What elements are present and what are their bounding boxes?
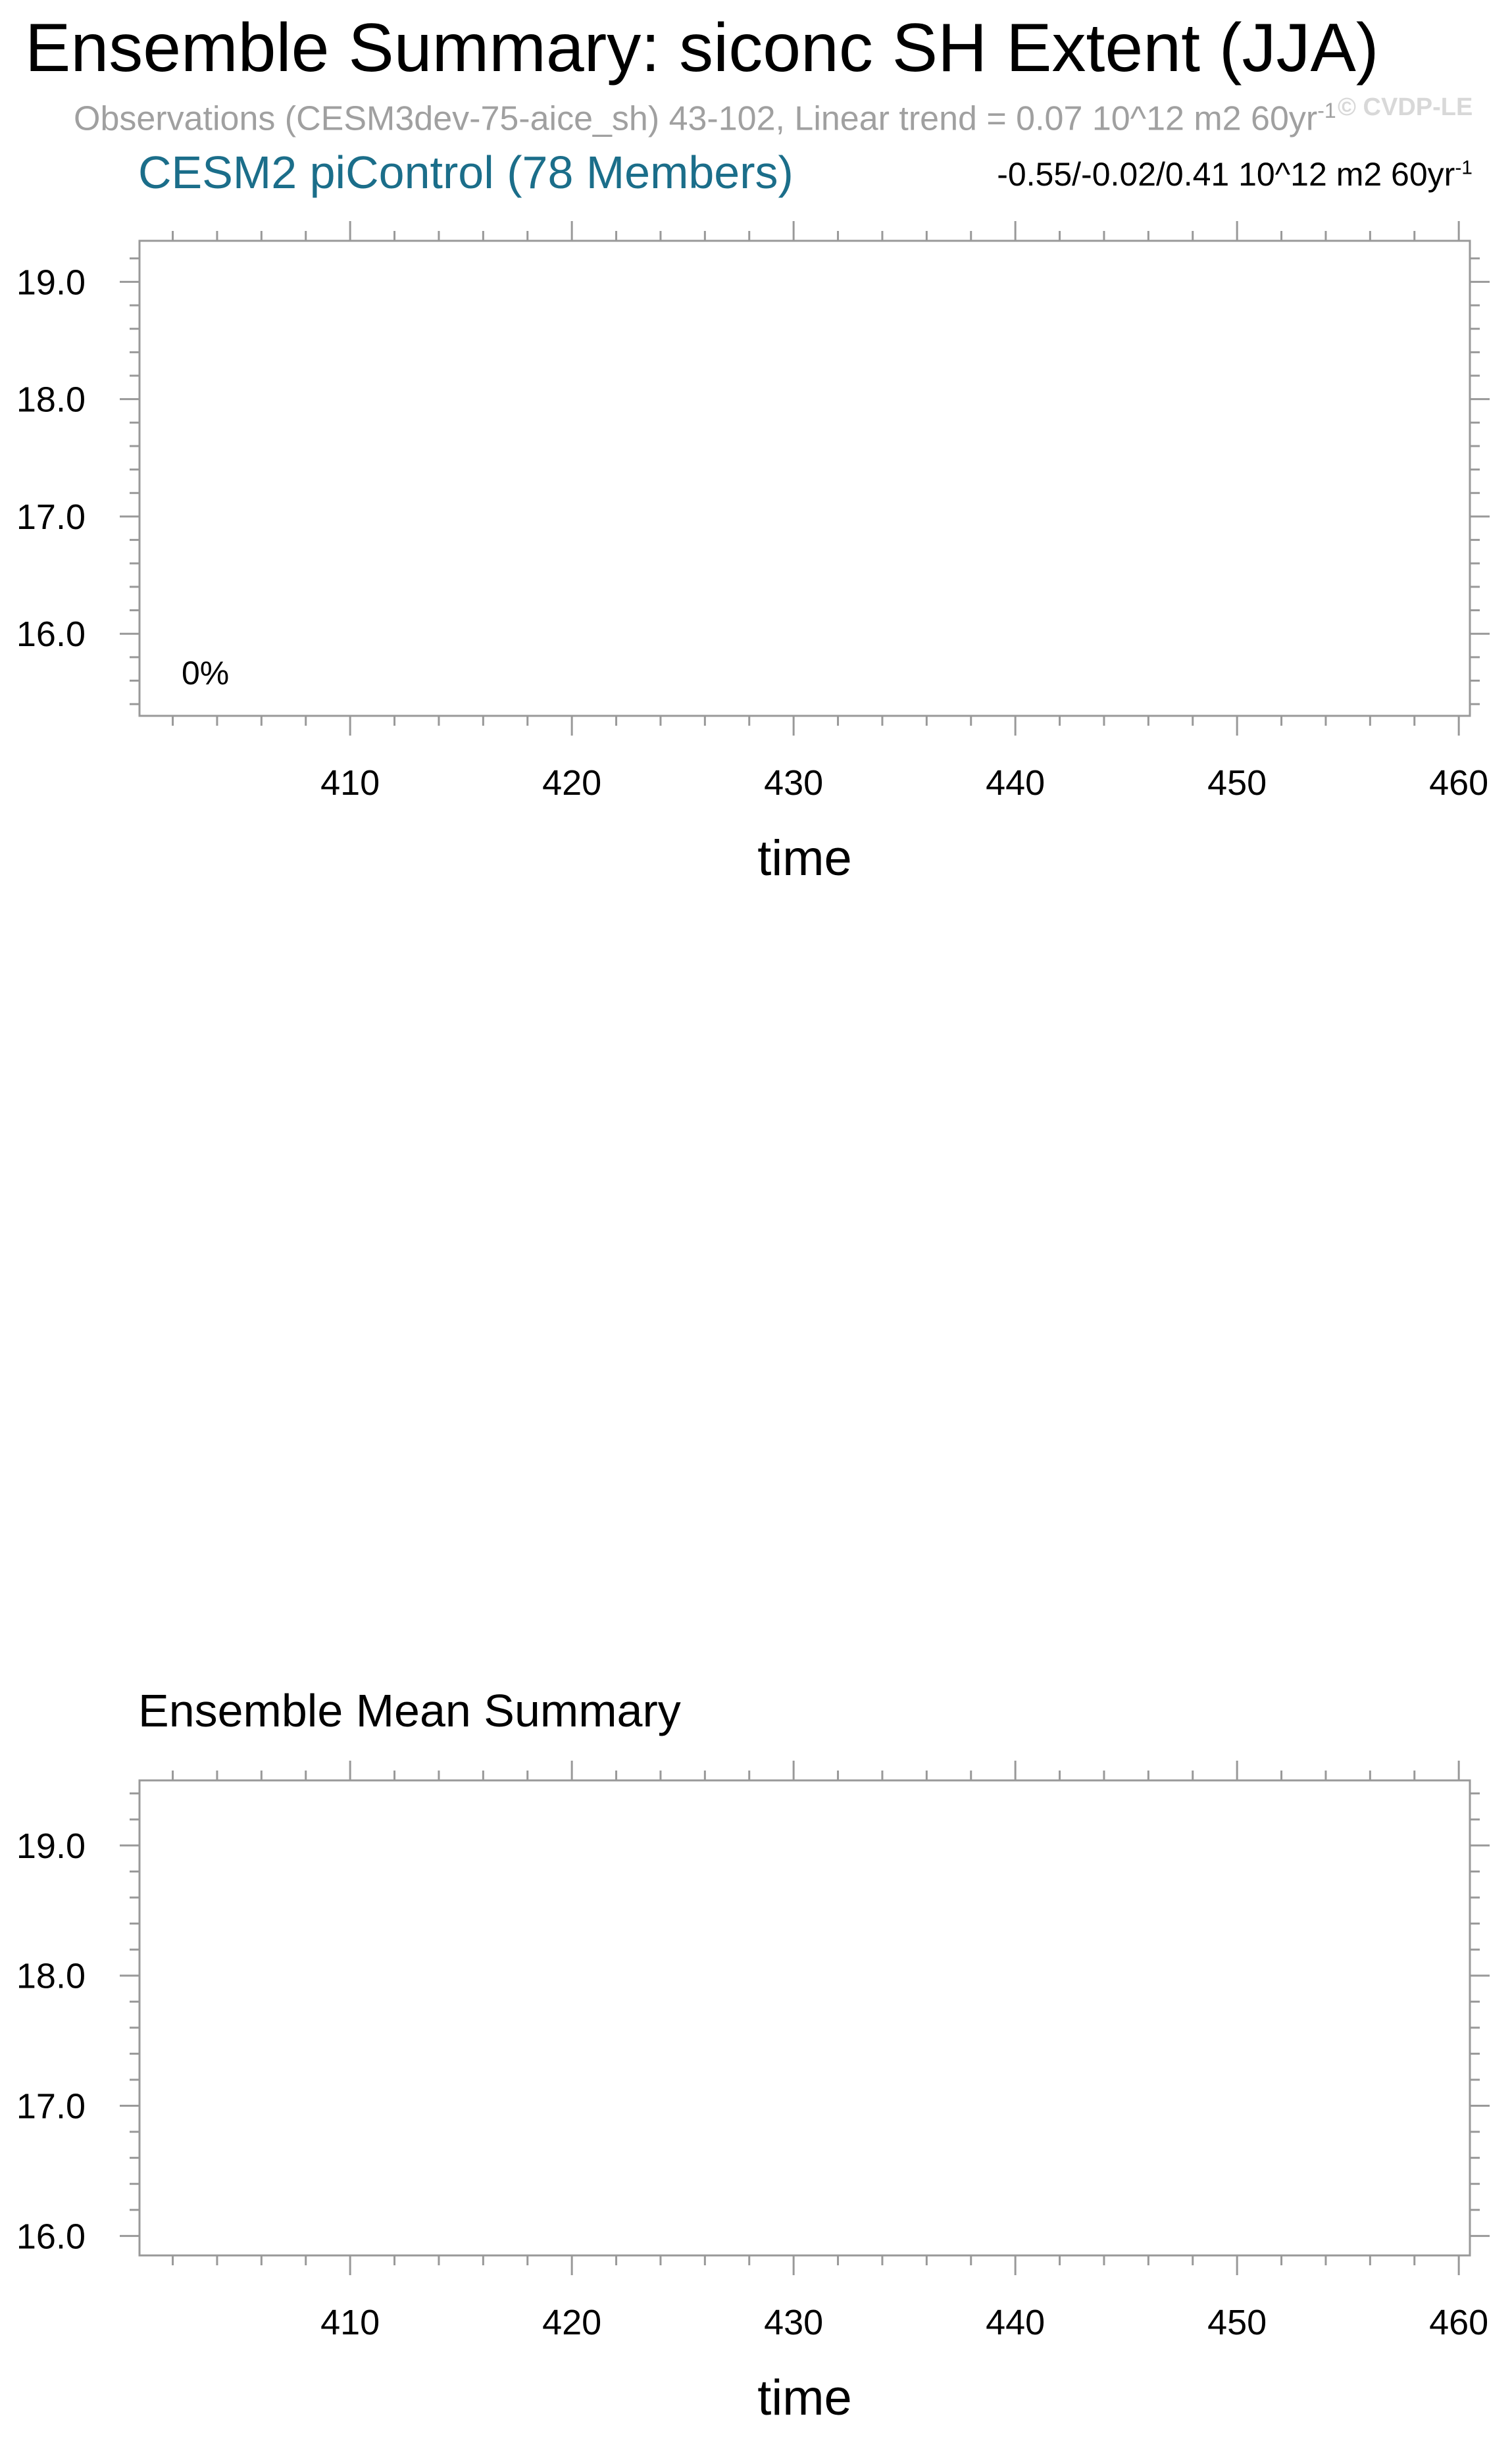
observations-text: Observations (CESM3dev-75-aice_sh) 43-10… — [74, 99, 1318, 138]
panel1-ytick-label: 19.0 — [16, 263, 86, 302]
observations-trend-line: Observations (CESM3dev-75-aice_sh) 43-10… — [74, 99, 1336, 138]
panel1-ticks — [120, 221, 1490, 736]
panel2-plot: 16.0 17.0 18.0 19.0 410 420 430 440 450 … — [16, 1761, 1490, 2426]
panel1-xtick-label: 450 — [1207, 763, 1267, 803]
panel1-ytick-label: 17.0 — [16, 497, 86, 537]
panel2-xtick-label: 450 — [1207, 2303, 1267, 2342]
panel1-xtick-label: 410 — [320, 763, 380, 803]
panel1-plot-frame — [138, 239, 1471, 717]
panel2-xtick-label: 420 — [542, 2303, 601, 2342]
panel2-ticks — [120, 1761, 1490, 2275]
panel1-x-axis-label: time — [757, 830, 852, 886]
watermark: © CVDP-LE — [1338, 93, 1473, 121]
panel1-trend-range: -0.55/-0.02/0.41 10^12 m2 60yr-1 — [997, 155, 1473, 193]
panel2-xtick-label: 460 — [1429, 2303, 1488, 2342]
panel2-xtick-label: 430 — [764, 2303, 823, 2342]
panel1-xtick-label: 420 — [542, 763, 601, 803]
panel1-trend-text: -0.55/-0.02/0.41 10^12 m2 60yr — [997, 156, 1455, 193]
observations-unit-superscript: -1 — [1317, 99, 1336, 122]
panel2-ytick-label: 18.0 — [16, 1957, 86, 1996]
chart-title: Ensemble Summary: siconc SH Extent (JJA) — [25, 10, 1379, 86]
panel2-ytick-label: 19.0 — [16, 1826, 86, 1866]
panel1-plot: 16.0 17.0 18.0 19.0 410 420 430 440 450 … — [16, 221, 1490, 886]
panel2-x-axis-label: time — [757, 2370, 852, 2426]
panel2-xtick-label: 440 — [986, 2303, 1045, 2342]
panel1-tick-labels: 16.0 17.0 18.0 19.0 410 420 430 440 450 … — [16, 263, 1488, 803]
panel1-ytick-label: 18.0 — [16, 380, 86, 420]
panel2-tick-labels: 16.0 17.0 18.0 19.0 410 420 430 440 450 … — [16, 1826, 1488, 2342]
panel2-plot-frame — [138, 1779, 1471, 2257]
panel2-title: Ensemble Mean Summary — [138, 1685, 681, 1736]
panel2-xtick-label: 410 — [320, 2303, 380, 2342]
panel1-title: CESM2 piControl (78 Members) — [138, 147, 794, 198]
panel2-ytick-label: 16.0 — [16, 2217, 86, 2256]
panel1-trend-superscript: -1 — [1455, 157, 1473, 179]
panel1-xtick-label: 460 — [1429, 763, 1488, 803]
panel1-annotation-percent: 0% — [182, 655, 229, 691]
panel1-xtick-label: 440 — [986, 763, 1045, 803]
panel1-ytick-label: 16.0 — [16, 615, 86, 654]
panel2-ytick-label: 17.0 — [16, 2087, 86, 2126]
panel1-xtick-label: 430 — [764, 763, 823, 803]
